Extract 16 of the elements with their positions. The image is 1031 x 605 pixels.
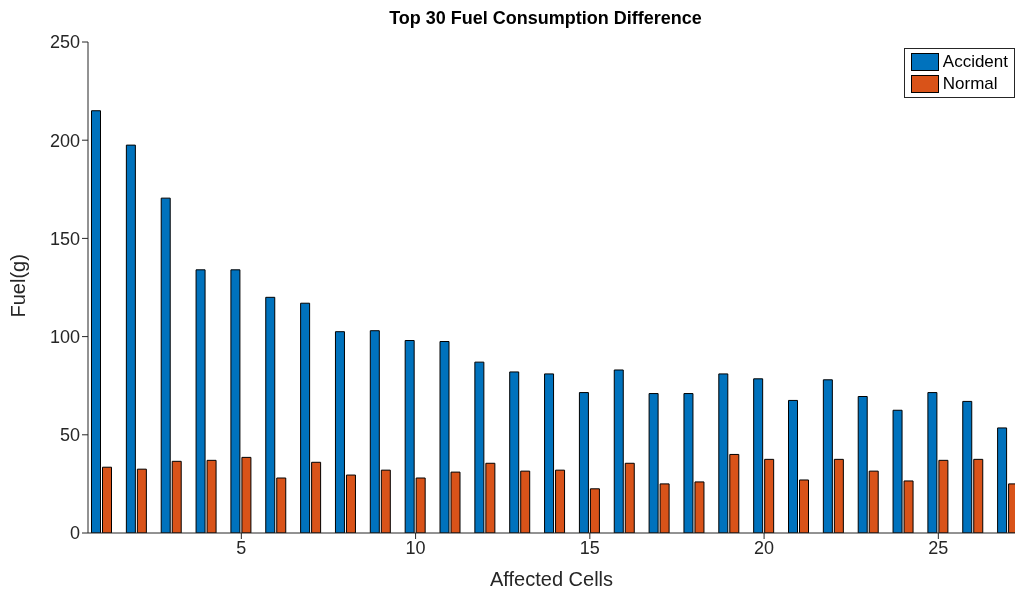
x-tick-label: 5 (236, 537, 247, 558)
y-axis-title: Fuel(g) (7, 254, 30, 318)
x-tick-label: 15 (579, 537, 600, 558)
legend-label: Accident (942, 51, 1008, 73)
chart-title: Top 30 Fuel Consumption Difference (388, 8, 703, 30)
x-tick-label: 10 (405, 537, 426, 558)
y-tick-label: 100 (49, 326, 80, 347)
y-tick-label: 50 (59, 425, 80, 446)
y-tick-label: 150 (49, 228, 80, 249)
x-tick-label: 20 (754, 537, 775, 558)
x-tick-label: 25 (928, 537, 949, 558)
y-tick-label: 0 (69, 523, 80, 544)
y-tick-label: 200 (49, 130, 80, 151)
legend-label: Normal (942, 73, 998, 95)
y-tick-label: 250 (49, 32, 80, 53)
x-axis-title: Affected Cells (489, 568, 614, 590)
